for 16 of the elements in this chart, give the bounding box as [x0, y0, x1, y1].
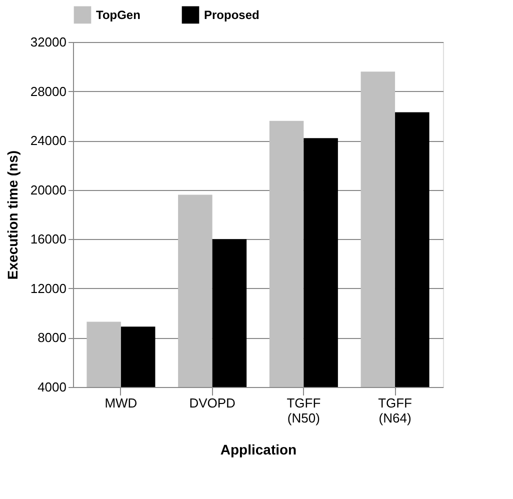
legend-label: TopGen	[96, 8, 140, 22]
legend-label: Proposed	[204, 8, 260, 22]
y-tick-label: 28000	[30, 84, 66, 99]
x-tick-label: MWD	[104, 396, 138, 410]
y-tick-label: 4000	[38, 380, 66, 394]
y-tick-label: 32000	[30, 34, 66, 50]
y-tick-label: 12000	[30, 280, 66, 296]
y-tick-label: 20000	[30, 182, 66, 198]
x-axis-title: Application	[220, 442, 297, 458]
y-tick-label: 8000	[38, 330, 66, 346]
x-tick-label: TGFF (N50)	[286, 396, 321, 426]
y-axis-title: Execution time (ns)	[4, 150, 20, 280]
y-tick-label: 24000	[30, 133, 66, 148]
x-tick-label: TGFF (N64)	[378, 396, 412, 426]
y-tick-label: 16000	[30, 232, 66, 247]
x-tick-label: DVOPD	[189, 396, 236, 410]
